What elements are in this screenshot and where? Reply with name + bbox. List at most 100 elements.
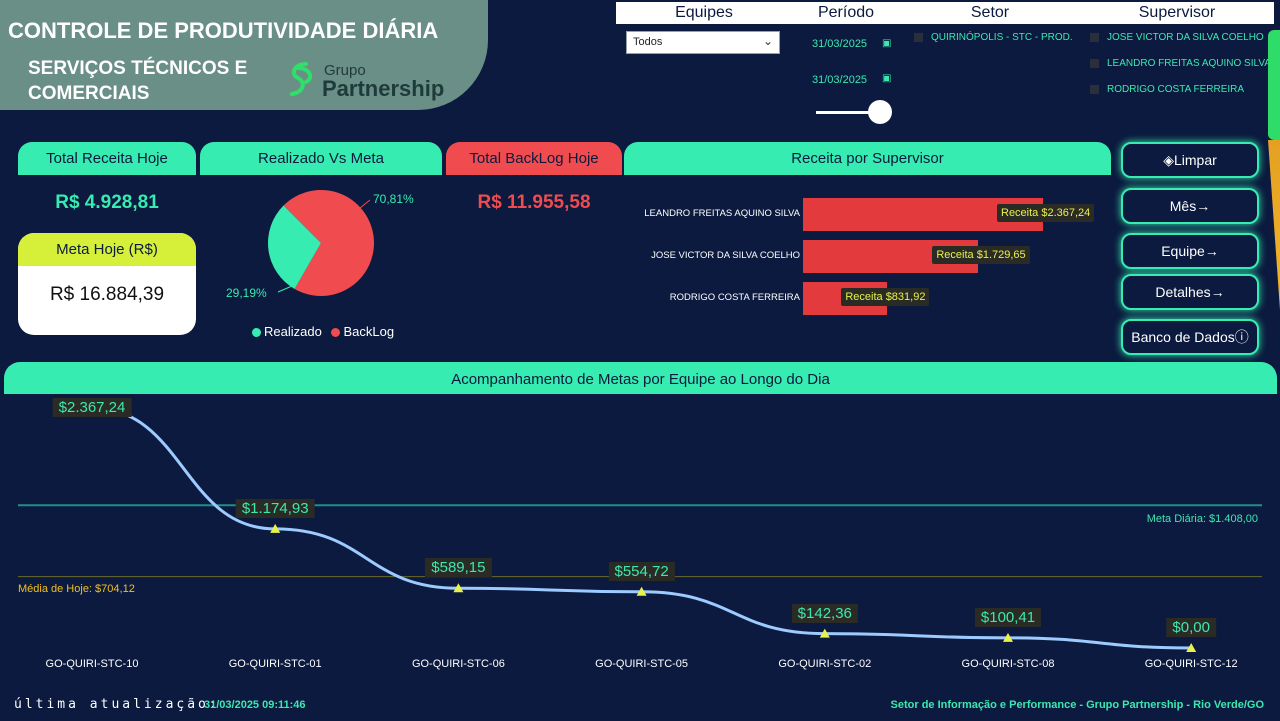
supervisor-bar-label: RODRIGO COSTA FERREIRA: [669, 292, 800, 303]
banco-de-dados-button[interactable]: Banco de Dadosⓘ: [1121, 319, 1259, 355]
calendar-icon[interactable]: ▣: [882, 38, 892, 49]
equipe-button-label: Equipe: [1161, 243, 1205, 259]
meta-hoje-card: Meta Hoje (R$) R$ 16.884,39: [18, 233, 196, 335]
x-axis-tick-label: GO-QUIRI-STC-02: [778, 658, 872, 670]
detalhes-button[interactable]: Detalhes→: [1121, 274, 1259, 310]
arrow-right-icon: →: [1196, 198, 1211, 214]
line-chart-svg: [18, 406, 1262, 652]
supervisor-bar-label: JOSE VICTOR DA SILVA COELHO: [651, 250, 800, 261]
realizado-pie-chart: [268, 190, 374, 296]
pie-slice-realizado[interactable]: [268, 205, 321, 289]
meta-diaria-label: Meta Diária: $1.408,00: [1146, 513, 1258, 526]
last-update-value: 31/03/2025 09:11:46: [204, 699, 306, 711]
title-banner: [0, 0, 488, 110]
line-chart-header: Acompanhamento de Metas por Equipe ao Lo…: [4, 362, 1277, 394]
banco-de-dados-button-label: Banco de Dados: [1131, 329, 1235, 345]
data-point-marker[interactable]: [636, 586, 647, 596]
data-label-prefix: Receita: [1001, 207, 1042, 219]
date-end-input[interactable]: 31/03/2025: [812, 74, 868, 86]
data-label-prefix: Receita: [845, 291, 886, 303]
page-subtitle: SERVIÇOS TÉCNICOS E COMERCIAIS: [28, 58, 248, 104]
pie-realizado-pct-label: 29,19%: [226, 286, 267, 300]
data-label: $0,00: [1166, 618, 1216, 637]
setor-filter-label: Setor: [900, 2, 1080, 24]
x-axis-tick-label: GO-QUIRI-STC-10: [45, 658, 139, 670]
supervisor-bar-data-label: Receita $1.729,65: [932, 246, 1030, 264]
meta-hoje-header: Meta Hoje (R$): [18, 233, 196, 266]
date-slider-handle[interactable]: [868, 100, 892, 124]
data-label: $100,41: [974, 607, 1042, 627]
setor-checkbox[interactable]: [914, 33, 923, 42]
date-start-input[interactable]: 31/03/2025: [812, 38, 868, 50]
setor-option-label: QUIRINÓPOLIS - STC - PROD.: [931, 32, 1073, 43]
x-axis-tick-label: GO-QUIRI-STC-08: [961, 658, 1055, 670]
pie-slice-backlog[interactable]: [283, 190, 374, 296]
metas-line-chart: $2.367,24 GO-QUIRI-STC-10 $1.174,93 GO-QUIR…: [0, 394, 1280, 684]
x-axis-tick-label: GO-QUIRI-STC-06: [411, 658, 505, 670]
side-accent-green: [1268, 30, 1280, 140]
supervisor-checkbox[interactable]: [1090, 33, 1099, 42]
periodo-filter-label: Período: [792, 2, 900, 24]
arrow-right-icon: →: [1210, 284, 1225, 300]
data-point-marker[interactable]: [819, 628, 830, 638]
supervisor-checkbox[interactable]: [1090, 59, 1099, 68]
meta-hoje-value: R$ 16.884,39: [49, 284, 165, 305]
data-label: $142,36: [791, 603, 858, 623]
info-icon: ⓘ: [1234, 329, 1249, 345]
supervisor-option-label: JOSE VICTOR DA SILVA COELHO: [1107, 32, 1264, 43]
data-label-prefix: Receita: [936, 249, 977, 261]
mes-button-label: Mês: [1169, 198, 1197, 214]
x-axis-tick-label: GO-QUIRI-STC-12: [1144, 658, 1238, 670]
data-point-marker[interactable]: [270, 523, 281, 533]
logo-text-partnership: Partnership: [322, 76, 445, 101]
data-label-value: $2.367,24: [1041, 207, 1091, 219]
chevron-down-icon: ⌄: [762, 34, 773, 48]
x-axis-tick-label: GO-QUIRI-STC-01: [228, 658, 322, 670]
limpar-button-label: Limpar: [1173, 152, 1217, 168]
supervisor-checkbox[interactable]: [1090, 85, 1099, 94]
eraser-icon: ◈: [1163, 152, 1174, 168]
data-label: $554,72: [608, 561, 675, 581]
total-receita-header: Total Receita Hoje: [18, 142, 196, 175]
series-line: [91, 406, 1192, 650]
supervisor-option-label: LEANDRO FREITAS AQUINO SILVA: [1107, 58, 1271, 69]
last-update-label: última atualização:: [14, 697, 220, 712]
media-hoje-label: Média de Hoje: $704,12: [18, 582, 135, 595]
pie-legend: Realizado BackLog: [252, 324, 394, 339]
supervisor-filter-label: Supervisor: [1080, 2, 1274, 24]
arrow-right-icon: →: [1204, 243, 1219, 259]
total-backlog-header: Total BackLog Hoje: [446, 142, 622, 175]
data-point-marker[interactable]: [453, 583, 464, 593]
page-title: CONTROLE DE PRODUTIVIDADE DIÁRIA: [8, 18, 439, 43]
data-label: $1.174,93: [235, 498, 315, 518]
supervisor-bar-data-label: Receita $2.367,24: [997, 204, 1095, 222]
supervisor-bar-label: LEANDRO FREITAS AQUINO SILVA: [644, 208, 800, 219]
legend-realizado-label: Realizado: [264, 324, 322, 339]
mes-button[interactable]: Mês→: [1121, 188, 1259, 224]
data-label-value: $831,92: [885, 291, 926, 303]
x-axis-tick-label: GO-QUIRI-STC-05: [595, 658, 689, 670]
pie-slices: [268, 190, 374, 296]
detalhes-button-label: Detalhes: [1155, 284, 1211, 300]
data-point-marker[interactable]: [1003, 632, 1013, 642]
pie-backlog-pct-label: 70,81%: [373, 192, 414, 206]
pie-leader-line: [277, 285, 293, 293]
data-label: $2.367,24: [52, 398, 132, 417]
equipes-dropdown[interactable]: Todos ⌄: [626, 31, 780, 54]
total-receita-value: R$ 4.928,81: [55, 192, 159, 213]
equipes-filter-label: Equipes: [616, 2, 792, 24]
legend-dot-backlog: [331, 328, 341, 337]
data-point-marker[interactable]: [1186, 643, 1197, 652]
footer-credits: Setor de Informação e Performance - Grup…: [890, 699, 1264, 711]
equipe-button[interactable]: Equipe→: [1121, 233, 1259, 269]
supervisor-option-label: RODRIGO COSTA FERREIRA: [1107, 84, 1245, 95]
receita-supervisor-chart: LEANDRO FREITAS AQUINO SILVA Receita $2.3…: [600, 185, 1120, 335]
date-slider-track[interactable]: [816, 111, 880, 114]
pie-leader-line: [354, 199, 371, 213]
partnership-logo-icon: [290, 62, 313, 96]
calendar-icon[interactable]: ▣: [882, 73, 892, 84]
limpar-button[interactable]: ◈Limpar: [1121, 142, 1259, 178]
realizado-vs-meta-header: Realizado Vs Meta: [200, 142, 442, 175]
legend-backlog-label: BackLog: [343, 324, 395, 339]
